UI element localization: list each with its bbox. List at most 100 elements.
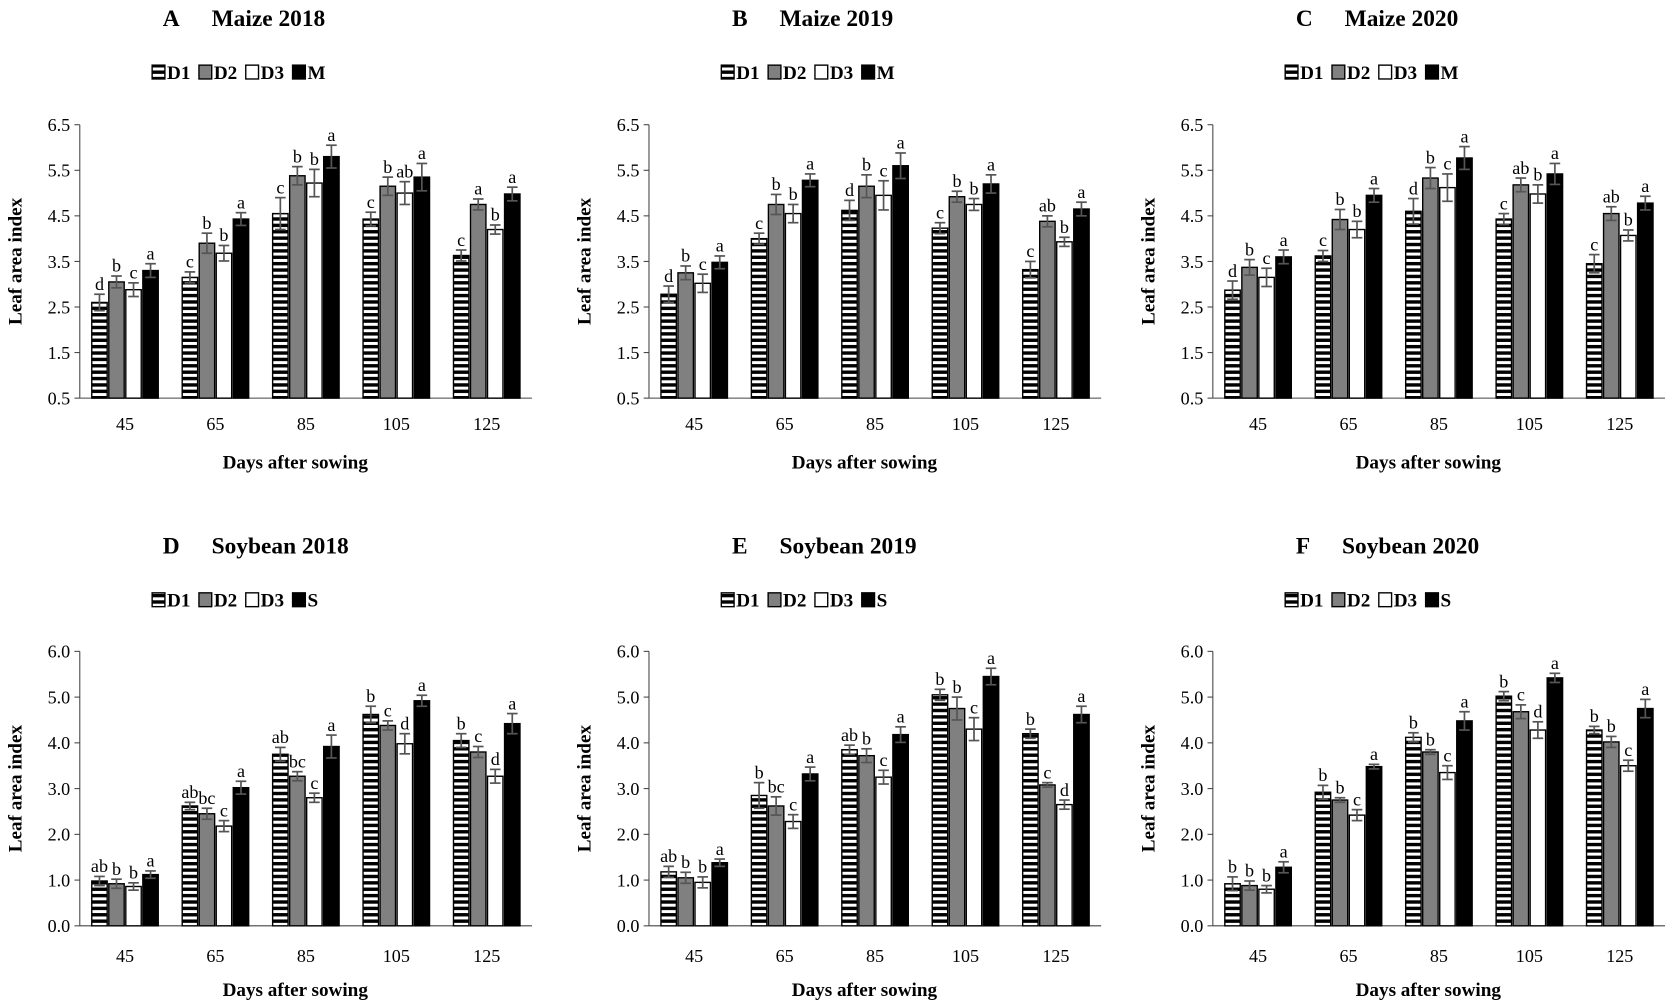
significance-letter: a: [1077, 686, 1085, 706]
significance-letter: b: [862, 155, 871, 175]
panel-a: A Maize 2018 D1 D2 D3 M 0.5 1.5 2.5 3.5 4.5 5.5 6.5 L…: [5, 6, 532, 473]
x-tick-label: 65: [206, 414, 224, 434]
x-tick-label: 105: [952, 946, 979, 966]
panel-f: F Soybean 2020 D1 D2 D3 S 0.0 1.0 2.0 3.0 4.0 5.0 6.…: [1138, 533, 1665, 1001]
significance-letter: c: [220, 800, 228, 820]
significance-letter: b: [755, 762, 764, 782]
significance-letter: c: [936, 202, 944, 222]
significance-letter: b: [952, 171, 961, 191]
significance-letter: c: [1590, 234, 1598, 254]
significance-letter: ab: [181, 782, 198, 802]
significance-letter: b: [1245, 861, 1254, 881]
panel-e: E Soybean 2019 D1 D2 D3 S 0.0 1.0 2.0 3.0 4.0 5.0 6.…: [574, 533, 1102, 1001]
significance-letter: b: [1533, 165, 1542, 185]
bar-d1-45: [660, 293, 678, 399]
bar-d3-65: [1348, 814, 1366, 927]
y-axis-label: Leaf area index: [5, 197, 26, 325]
significance-letter: a: [806, 747, 814, 767]
legend-label-d3: D3: [261, 63, 284, 84]
bar-d2-125: [469, 751, 487, 927]
significance-letter: d: [491, 749, 500, 769]
bar-d1-105: [1495, 695, 1513, 927]
x-axis-label: Days after sowing: [223, 980, 369, 1001]
bar-d2-45: [677, 272, 695, 399]
significance-letter: a: [418, 675, 426, 695]
bar-d2-45: [108, 883, 125, 927]
bar-m-65: [232, 218, 250, 399]
bar-d3-125: [486, 228, 504, 399]
legend-label-d1: D1: [167, 63, 190, 84]
bar-d2-85: [858, 754, 875, 927]
significance-letter: d: [1060, 780, 1069, 800]
x-tick-label: 125: [473, 946, 500, 966]
significance-letter: b: [681, 852, 690, 872]
legend-swatch-s: [291, 592, 307, 608]
y-tick-label: 4.5: [1181, 206, 1204, 226]
significance-letter: c: [755, 213, 763, 233]
legend-swatch-d3: [1378, 64, 1393, 80]
bar-s-45: [1275, 866, 1292, 927]
bar-d2-125: [1039, 784, 1056, 927]
significance-letter: b: [383, 157, 392, 177]
significance-letter: b: [1335, 777, 1344, 797]
significance-letter: a: [1641, 679, 1649, 699]
significance-letter: d: [664, 266, 673, 286]
significance-letter: c: [1517, 685, 1525, 705]
bar-d2-85: [288, 175, 306, 399]
significance-letter: ab: [91, 856, 108, 876]
legend-label-d1: D1: [736, 63, 759, 84]
panel-title: E Soybean 2019: [732, 533, 917, 559]
significance-letter: b: [772, 174, 781, 194]
bar-d3-85: [305, 797, 323, 927]
bar-m-125: [1636, 202, 1654, 399]
bar-d3-105: [396, 743, 414, 927]
legend-label-s: S: [877, 591, 888, 612]
bar-d3-85: [305, 182, 323, 399]
bar-m-125: [503, 193, 521, 399]
legend-swatch-d1: [720, 64, 735, 80]
y-tick-label: 5.0: [617, 687, 640, 707]
bar-m-105: [1546, 173, 1564, 399]
y-tick-label: 3.5: [617, 252, 640, 272]
significance-letter: b: [1352, 201, 1361, 221]
legend-label-d3: D3: [261, 591, 284, 612]
significance-letter: a: [1460, 691, 1468, 711]
y-tick-label: 2.0: [48, 825, 71, 845]
x-axis-label: Days after sowing: [792, 452, 938, 473]
legend-swatch-m: [1424, 64, 1440, 80]
legend-label-m: M: [307, 63, 325, 84]
bar-d1-85: [271, 753, 289, 927]
y-tick-label: 2.5: [48, 297, 71, 317]
y-tick-label: 3.5: [48, 252, 71, 272]
panel-c: C Maize 2020 D1 D2 D3 M 0.5 1.5 2.5 3.5 4.5 5.5 6.5 L…: [1138, 6, 1665, 473]
significance-letter: c: [1443, 154, 1451, 174]
bar-d3-105: [396, 192, 414, 399]
bar-d2-85: [288, 775, 306, 927]
significance-letter: b: [789, 184, 798, 204]
bar-d1-85: [841, 749, 858, 927]
significance-letter: a: [987, 155, 995, 175]
significance-letter: b: [219, 225, 228, 245]
significance-letter: a: [147, 851, 155, 871]
bar-d3-65: [784, 820, 802, 927]
bar-d2-45: [108, 281, 125, 399]
bar-s-65: [232, 786, 250, 927]
panel-title: D Soybean 2018: [163, 533, 349, 559]
legend-label-m: M: [1441, 63, 1459, 84]
x-tick-label: 65: [776, 946, 794, 966]
significance-letter: b: [1409, 713, 1418, 733]
legend-swatch-d1: [1284, 64, 1299, 80]
significance-letter: d: [1228, 261, 1237, 281]
significance-letter: bc: [768, 777, 785, 797]
significance-letter: d: [1409, 178, 1418, 198]
bar-d3-65: [215, 825, 233, 927]
y-tick-label: 4.0: [617, 733, 640, 753]
bar-d3-45: [694, 282, 712, 399]
significance-letter: b: [1245, 239, 1254, 259]
bar-s-65: [1365, 765, 1383, 927]
significance-letter: ab: [841, 725, 858, 745]
significance-letter: b: [1318, 765, 1327, 785]
bar-d1-125: [452, 739, 470, 927]
bar-d2-65: [198, 813, 216, 927]
significance-letter: b: [1499, 671, 1508, 691]
